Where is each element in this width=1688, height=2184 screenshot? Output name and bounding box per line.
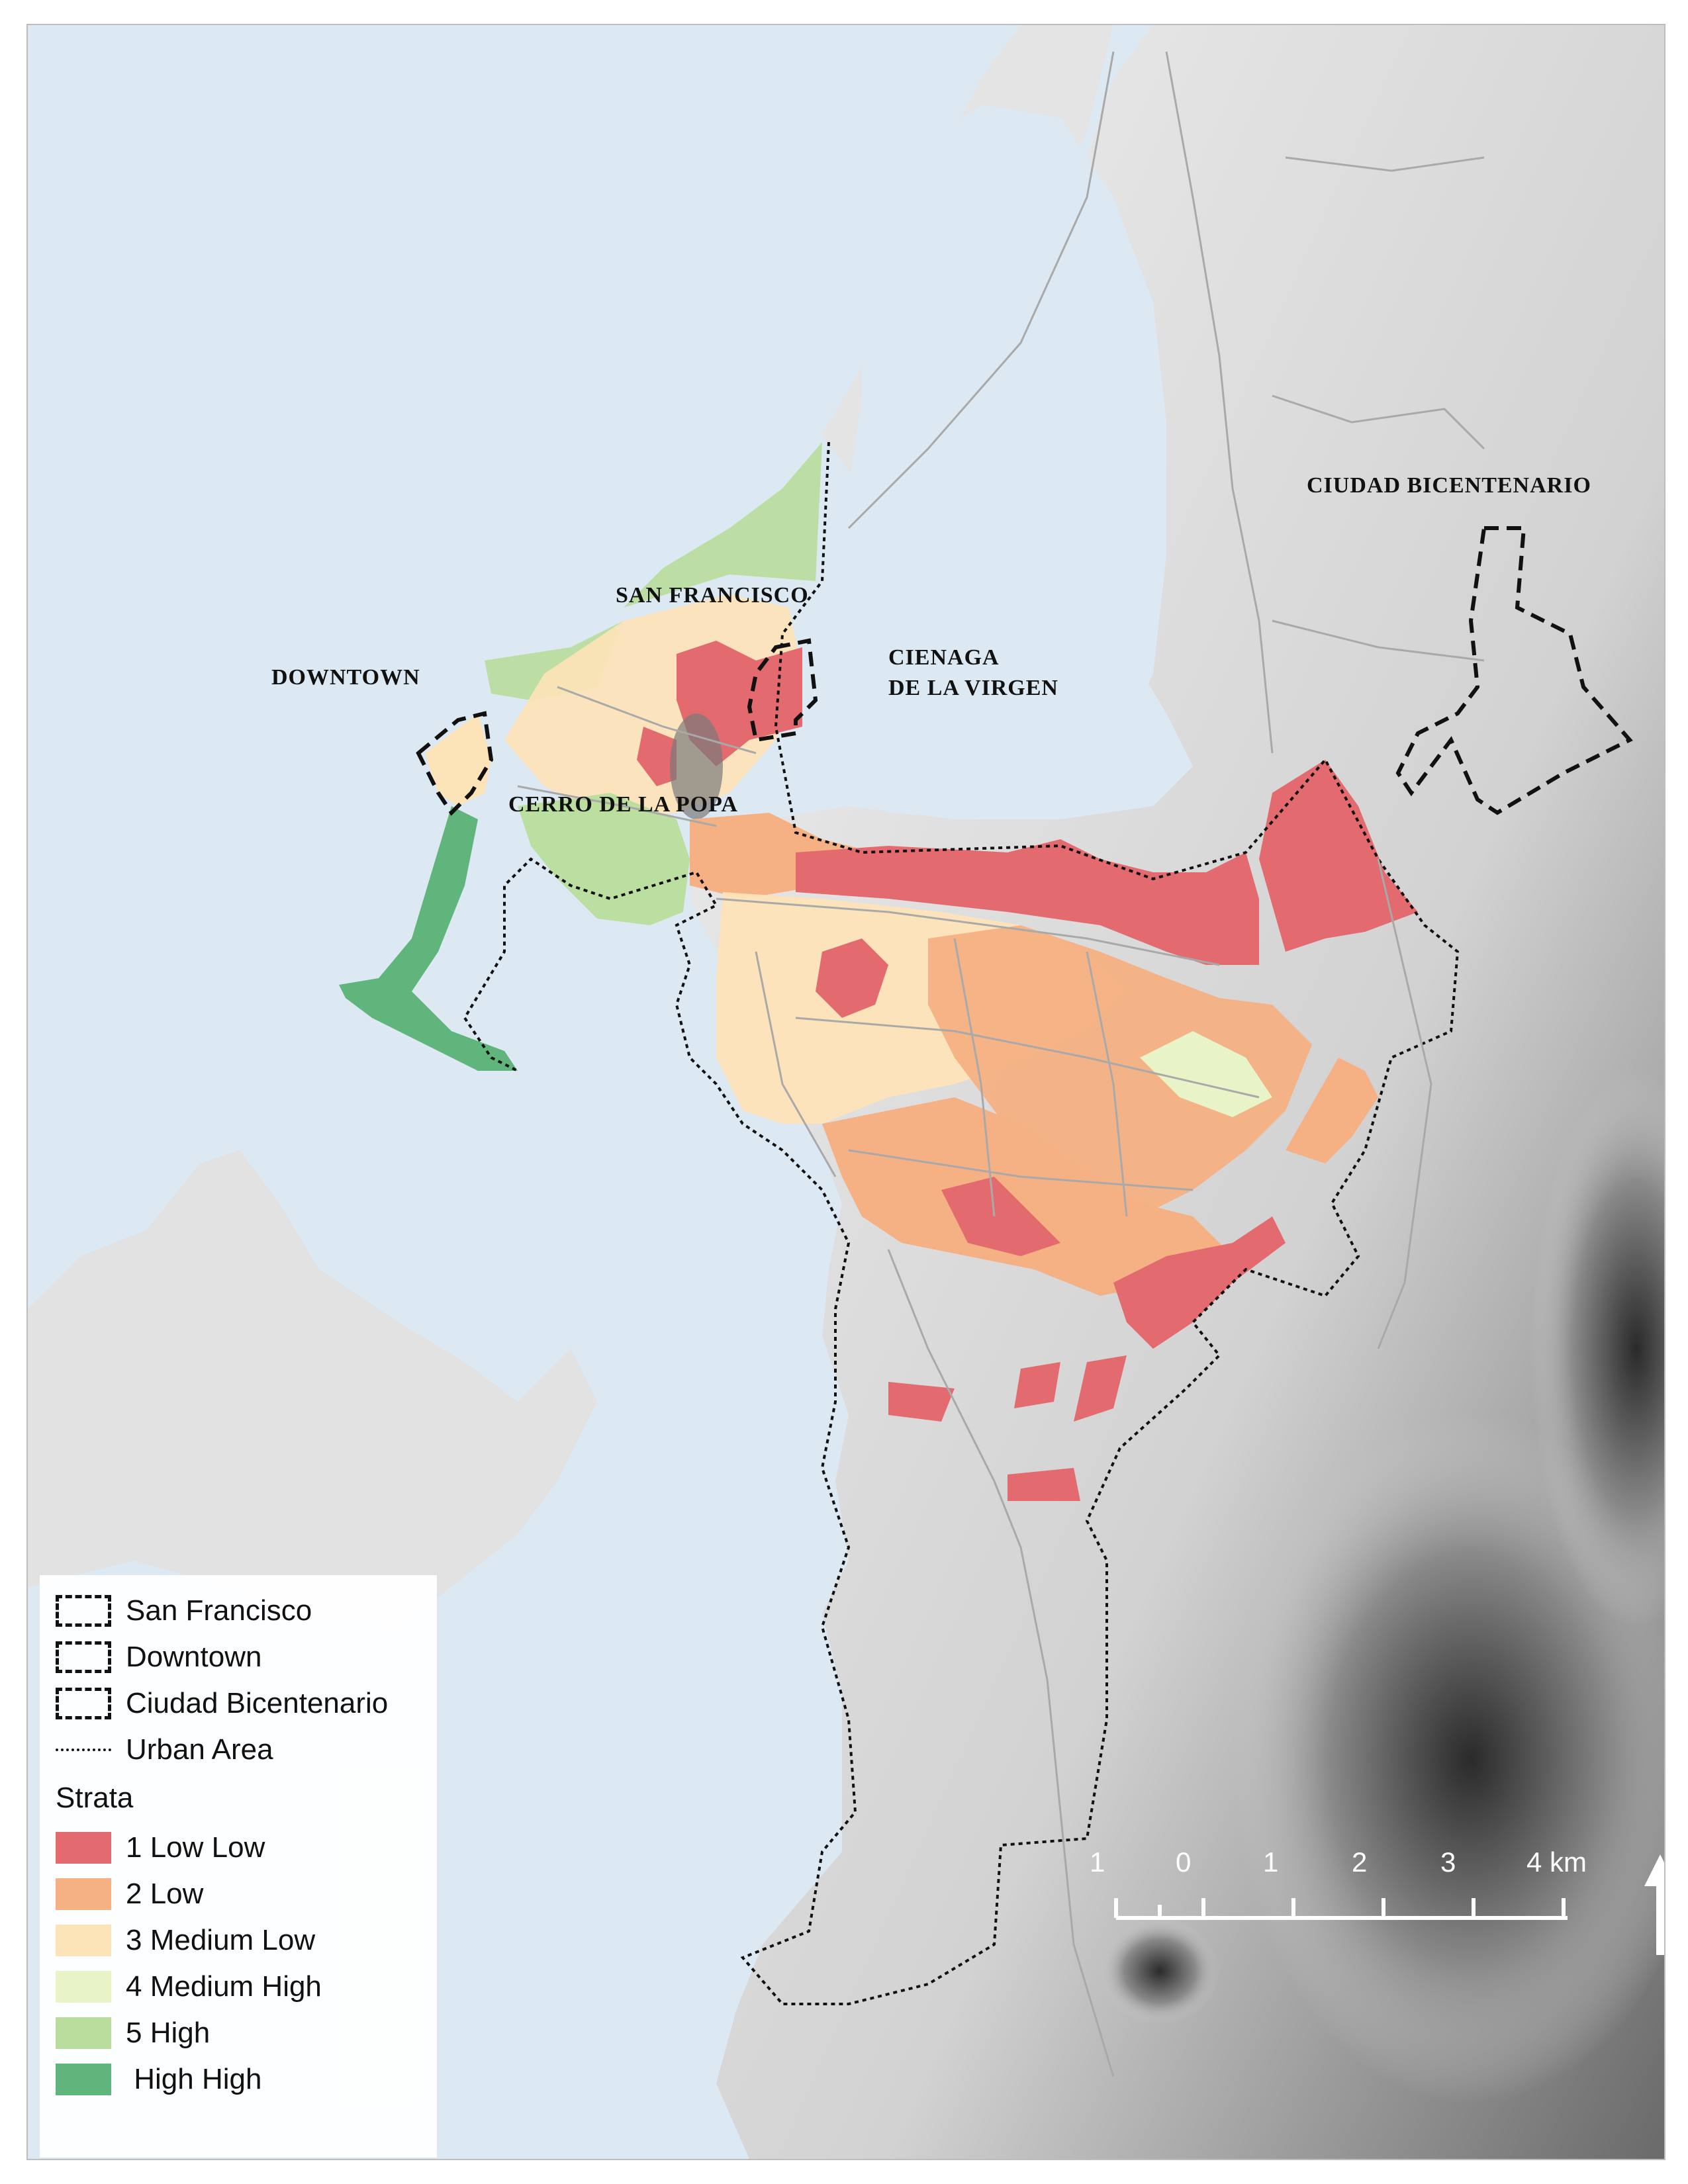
hill-relief: [1100, 1918, 1219, 2024]
stratum-lowlow-hills-2[interactable]: [1014, 1362, 1060, 1408]
urban-area-boundary: [463, 441, 1460, 2005]
legend-label: Ciudad Bicentenario: [126, 1687, 389, 1719]
stratum-lowlow-south[interactable]: [941, 1177, 1060, 1256]
label-downtown: DOWNTOWN: [271, 665, 420, 690]
stratum-low-south[interactable]: [822, 1097, 1233, 1296]
scale-tick-label: 4 km: [1526, 1846, 1587, 1878]
legend-item-stratum-6: High High: [56, 2060, 261, 2099]
map-legend: San Francisco Downtown Ciudad Bicentenar…: [40, 1575, 437, 2158]
legend-item-ciudad-bicentenario: Ciudad Bicentenario: [56, 1684, 388, 1723]
legend-label: 4 Medium High: [126, 1970, 322, 2003]
stratum-medhigh-east[interactable]: [1140, 1031, 1272, 1117]
stratum-lowlow-hills-3[interactable]: [1074, 1355, 1127, 1422]
legend-label: Downtown: [126, 1641, 262, 1673]
label-cienaga-line1: CIENAGA: [888, 645, 1000, 670]
stratum-lowlow-east[interactable]: [1259, 760, 1418, 952]
dashed-box-icon: [56, 1595, 111, 1627]
color-swatch-icon: [56, 2017, 111, 2049]
western-island: [28, 1150, 597, 1627]
label-cienaga-line2: DE LA VIRGEN: [888, 676, 1058, 700]
legend-label: Urban Area: [126, 1733, 273, 1766]
legend-item-stratum-2: 2 Low: [56, 1874, 203, 1914]
label-cerro-de-la-popa: CERRO DE LA POPA: [508, 792, 738, 817]
color-swatch-icon: [56, 1878, 111, 1910]
legend-label: San Francisco: [126, 1594, 312, 1627]
legend-title-strata: Strata: [56, 1782, 134, 1814]
stratum-lowlow-hills-4[interactable]: [1008, 1468, 1080, 1501]
legend-item-stratum-4: 4 Medium High: [56, 1967, 322, 2007]
road-network: [517, 51, 1485, 2077]
downtown-boundary[interactable]: [416, 711, 494, 816]
color-swatch-icon: [56, 1832, 111, 1864]
bicentenario-boundary[interactable]: [1395, 526, 1633, 815]
scale-tick-label: 1: [1090, 1846, 1105, 1878]
legend-item-stratum-5: 5 High: [56, 2013, 210, 2053]
stratum-high-cerro[interactable]: [518, 793, 690, 925]
legend-item-downtown: Downtown: [56, 1637, 261, 1677]
stratum-lowlow-shore[interactable]: [796, 839, 1259, 965]
north-arrow-icon: [1640, 1852, 1664, 1958]
scale-tick-label: 2: [1352, 1846, 1368, 1878]
stratum-lowlow-central[interactable]: [816, 938, 888, 1018]
scale-tick-label: 1: [1263, 1846, 1279, 1878]
dashed-box-icon: [56, 1641, 111, 1673]
legend-label: 5 High: [126, 2017, 211, 2049]
legend-item-stratum-1: 1 Low Low: [56, 1828, 265, 1868]
cienaga-lagoon: [809, 105, 1166, 819]
scale-bar: [1113, 1885, 1570, 1925]
legend-label: 2 Low: [126, 1878, 204, 1910]
stratum-highhigh-bocagrande[interactable]: [339, 806, 518, 1071]
scale-tick-label: 3: [1440, 1846, 1456, 1878]
stratum-lowlow-hills-1[interactable]: [888, 1382, 955, 1422]
stratum-high-north[interactable]: [624, 442, 822, 608]
color-swatch-icon: [56, 2064, 111, 2095]
color-swatch-icon: [56, 1925, 111, 1956]
stratum-downtown[interactable]: [425, 713, 491, 806]
stratum-low-southeast[interactable]: [1286, 1058, 1378, 1163]
label-ciudad-bicentenario: CIUDAD BICENTENARIO: [1307, 473, 1591, 498]
legend-item-urban-area: Urban Area: [56, 1730, 273, 1770]
san-francisco-boundary[interactable]: [747, 638, 818, 743]
legend-label: 3 Medium Low: [126, 1924, 316, 1956]
dashed-box-icon: [56, 1688, 111, 1719]
stratum-lowlow-southeast[interactable]: [1113, 1216, 1286, 1349]
stratum-lowlow-popa[interactable]: [637, 727, 677, 786]
legend-label: 1 Low Low: [126, 1831, 265, 1864]
mountain-relief: [1233, 1415, 1664, 2103]
strata-layer: [339, 442, 1418, 1501]
legend-label: High High: [126, 2063, 262, 2095]
legend-item-stratum-3: 3 Medium Low: [56, 1921, 315, 1960]
scale-tick-label: 0: [1176, 1846, 1192, 1878]
mountain-relief-2: [1530, 1071, 1664, 1627]
legend-item-san-francisco: San Francisco: [56, 1591, 312, 1631]
color-swatch-icon: [56, 1971, 111, 2003]
dotted-line-icon: [56, 1749, 111, 1751]
label-san-francisco: SAN FRANCISCO: [616, 583, 809, 608]
